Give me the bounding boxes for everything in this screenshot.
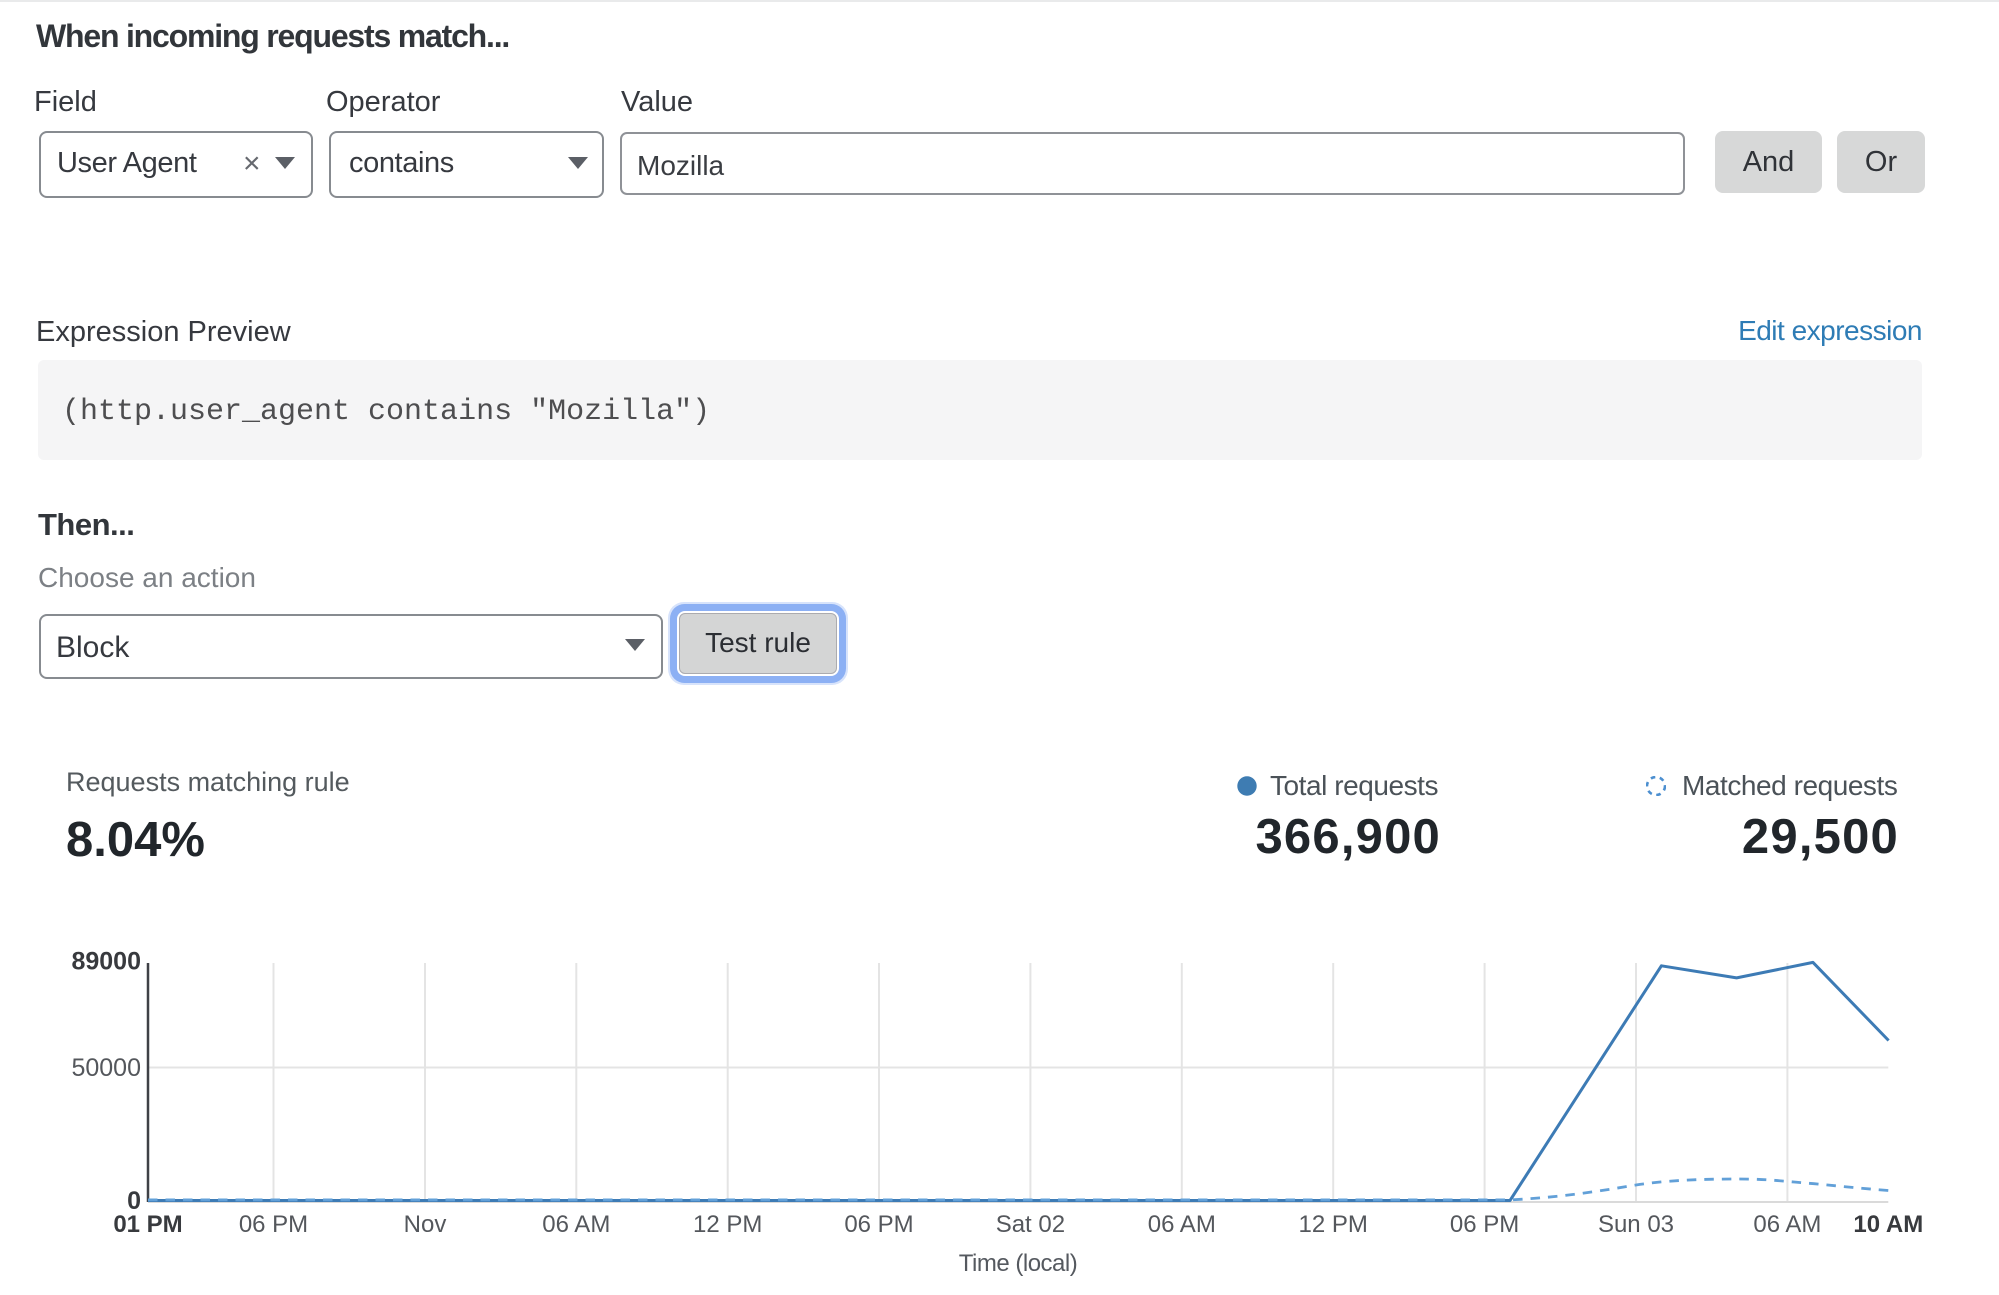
- svg-text:06 AM: 06 AM: [1148, 1211, 1216, 1238]
- svg-text:06 AM: 06 AM: [542, 1211, 610, 1238]
- svg-text:Time (local): Time (local): [959, 1250, 1077, 1277]
- svg-text:12 PM: 12 PM: [693, 1211, 762, 1238]
- svg-text:06 AM: 06 AM: [1753, 1211, 1821, 1238]
- svg-text:01 PM: 01 PM: [113, 1211, 182, 1238]
- svg-text:89000: 89000: [71, 948, 141, 976]
- svg-text:Sat 02: Sat 02: [996, 1211, 1065, 1238]
- svg-text:06 PM: 06 PM: [844, 1211, 913, 1238]
- svg-text:10 AM: 10 AM: [1853, 1211, 1923, 1238]
- svg-text:Sun 03: Sun 03: [1598, 1211, 1674, 1238]
- svg-text:06 PM: 06 PM: [1450, 1211, 1519, 1238]
- svg-text:06 PM: 06 PM: [239, 1211, 308, 1238]
- svg-text:0: 0: [127, 1187, 141, 1215]
- svg-text:12 PM: 12 PM: [1299, 1211, 1368, 1238]
- svg-text:Nov: Nov: [404, 1211, 447, 1238]
- svg-text:50000: 50000: [71, 1054, 141, 1082]
